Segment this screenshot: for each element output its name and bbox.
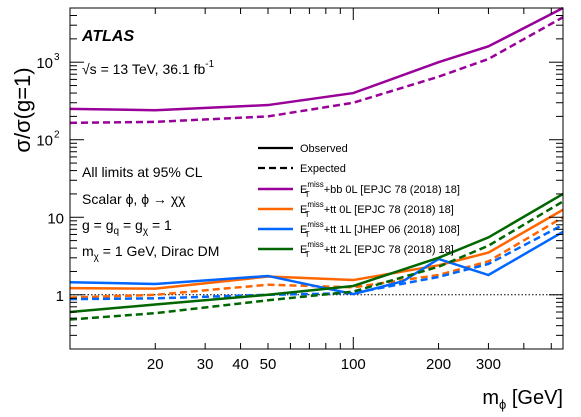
legend-series-1-label: Emiss T +tt 0L [EPJC 78 (2018) 18] [300, 200, 454, 219]
energy-label: √s = 13 TeV, 36.1 fb-1 [82, 59, 215, 77]
y-tick-label: 10 [47, 210, 64, 227]
x-tick-label: 50 [260, 356, 277, 373]
model-label: Scalar ϕ, ϕ → χχ [82, 191, 186, 207]
x-tick-label: 20 [147, 356, 164, 373]
y-tick-label: 10 [36, 133, 53, 150]
series-1-expected-line [69, 216, 564, 299]
series-2-expected-line [69, 223, 564, 301]
series-2-observed-line [69, 230, 564, 296]
legend-expected-label: Expected [300, 163, 346, 175]
plot-lines [69, 6, 564, 321]
x-tick-label: 30 [197, 356, 214, 373]
legend: Observed Expected Emiss T +bb 0L [EPJC 78 … [258, 143, 460, 259]
atlas-label: ATLAS [81, 28, 134, 45]
plot-frame [69, 7, 564, 350]
legend-series: Emiss T +bb 0L [EPJC 78 (2018) 18]Emiss T +t… [258, 180, 460, 259]
y-axis-title: σ/σ(g=1) [10, 67, 35, 152]
legend-series-2-label: Emiss T +tt 1L [JHEP 06 (2018) 108] [300, 220, 460, 239]
series-1-observed-line [69, 208, 564, 290]
y-tick-label: 1 [56, 288, 64, 305]
mass-label: mχ = 1 GeV, Dirac DM [82, 243, 219, 263]
legend-observed-label: Observed [300, 143, 348, 155]
x-axis-title: mϕ [GeV] [482, 387, 563, 412]
legend-series-0-label: Emiss T +bb 0L [EPJC 78 (2018) 18] [300, 180, 460, 199]
x-tick-label: 40 [232, 356, 249, 373]
y-tick-label-exponent: 2 [54, 130, 60, 141]
x-tick-label: 300 [476, 356, 501, 373]
legend-series-3-label: Emiss T +tt 2L [EPJC 78 (2018) 18] [300, 240, 454, 259]
y-tick-label-exponent: 3 [54, 52, 60, 63]
series-0-observed-line [69, 6, 564, 112]
axis-ticks [69, 7, 563, 350]
cl-label: All limits at 95% CL [82, 164, 203, 180]
couplings-label: g = gq = gχ = 1 [82, 217, 172, 237]
x-tick-label: 200 [426, 356, 451, 373]
x-tick-label: 100 [341, 356, 366, 373]
series-3-observed-line [69, 192, 564, 314]
y-tick-label: 10 [36, 55, 53, 72]
